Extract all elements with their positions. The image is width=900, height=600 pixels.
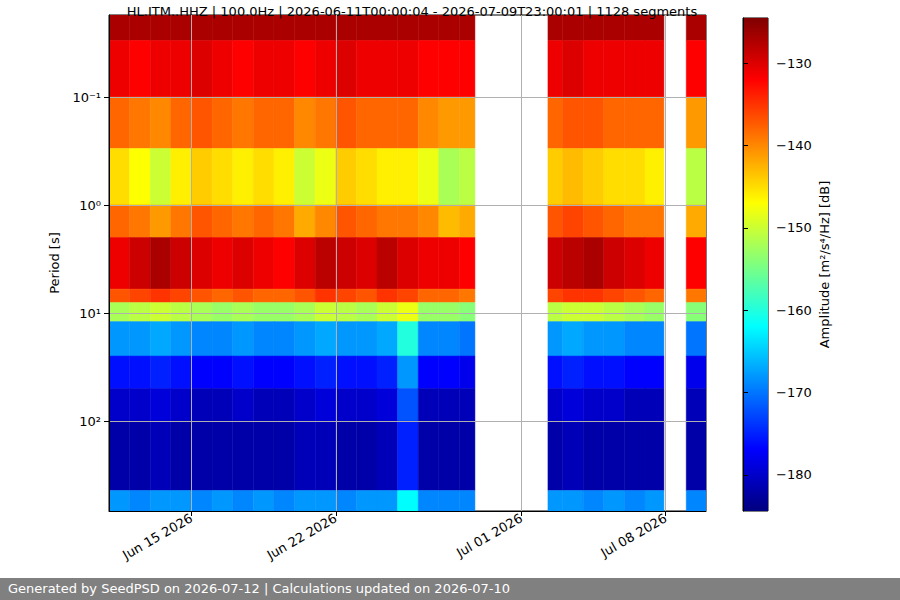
svg-text:−130: −130 — [776, 56, 812, 71]
svg-text:−140: −140 — [776, 138, 812, 153]
svg-text:Jul 08 2026: Jul 08 2026 — [597, 511, 669, 561]
svg-text:Period [s]: Period [s] — [47, 232, 62, 294]
svg-text:Jun 22 2026: Jun 22 2026 — [264, 511, 340, 564]
svg-text:10⁰: 10⁰ — [79, 198, 101, 213]
svg-text:Jun 15 2026: Jun 15 2026 — [119, 511, 195, 564]
svg-text:Generated by SeedPSD on 2026-0: Generated by SeedPSD on 2026-07-12 | Cal… — [8, 581, 510, 596]
svg-text:10⁻¹: 10⁻¹ — [72, 90, 101, 105]
svg-text:Amplitude [m²/s⁴/Hz] [dB]: Amplitude [m²/s⁴/Hz] [dB] — [817, 181, 832, 349]
svg-text:Jul 01 2026: Jul 01 2026 — [453, 511, 525, 561]
svg-text:−150: −150 — [776, 220, 812, 235]
svg-text:10¹: 10¹ — [79, 306, 101, 321]
svg-text:10²: 10² — [79, 414, 101, 429]
svg-text:HL.ITM..HHZ | 100.0Hz | 2026-0: HL.ITM..HHZ | 100.0Hz | 2026-06-11T00:00… — [127, 4, 698, 19]
svg-text:−170: −170 — [776, 385, 812, 400]
svg-text:−160: −160 — [776, 303, 812, 318]
svg-text:−180: −180 — [776, 467, 812, 482]
